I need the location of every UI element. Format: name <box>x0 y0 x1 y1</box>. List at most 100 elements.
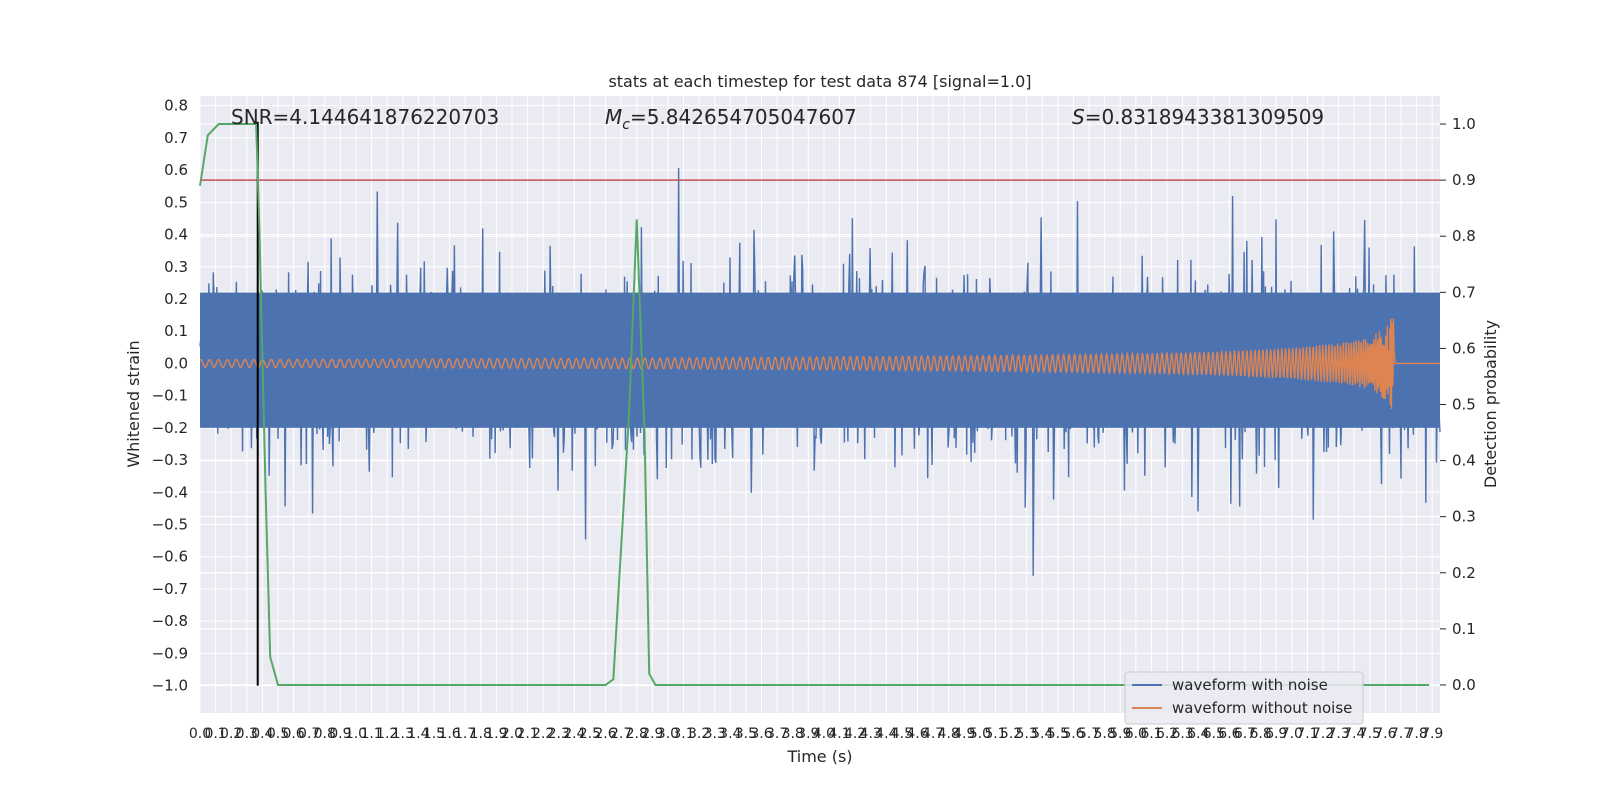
mc-value: =5.842654705047607 <box>630 105 857 129</box>
x-tick-label: 3.6 <box>750 726 772 742</box>
x-tick-label: 2.0 <box>501 726 523 742</box>
x-tick-label: 4.4 <box>875 726 897 742</box>
x-tick-label: 6.1 <box>1140 726 1162 742</box>
y-right-tick-label: 0.2 <box>1452 564 1476 582</box>
x-tick-label: 7.5 <box>1359 726 1381 742</box>
y-axis-label: Whitened strain <box>124 340 143 467</box>
x-tick-label: 5.9 <box>1109 726 1131 742</box>
mc-annotation: Mc=5.842654705047607 <box>605 105 857 133</box>
x-tick-label: 5.8 <box>1094 726 1116 742</box>
y-tick-label: 0.2 <box>164 290 188 308</box>
x-tick-label: 2.5 <box>579 726 601 742</box>
x-axis-label: Time (s) <box>786 747 852 766</box>
x-tick-label: 7.7 <box>1390 726 1412 742</box>
x-tick-label: 0.0 <box>189 726 211 742</box>
mc-symbol: M <box>605 105 622 129</box>
y-tick-label: −0.4 <box>152 483 188 501</box>
x-tick-label: 5.6 <box>1062 726 1084 742</box>
y-tick-label: −0.1 <box>152 387 188 405</box>
y-tick-label: 0.1 <box>164 322 188 340</box>
y-tick-label: −0.8 <box>152 612 188 630</box>
x-tick-label: 5.7 <box>1078 726 1100 742</box>
x-tick-label: 6.6 <box>1218 726 1240 742</box>
y-right-tick-label: 0.3 <box>1452 508 1476 526</box>
x-tick-label: 5.2 <box>1000 726 1022 742</box>
probability-trace <box>199 123 1430 686</box>
x-tick-label: 6.3 <box>1172 726 1194 742</box>
x-tick-label: 7.3 <box>1327 726 1349 742</box>
s-symbol: S <box>1072 105 1085 129</box>
x-tick-label: 1.1 <box>360 726 382 742</box>
legend-box <box>1124 671 1364 725</box>
x-tick-label: 0.3 <box>236 726 258 742</box>
mc-subscript: c <box>622 117 630 133</box>
x-tick-label: 0.5 <box>267 726 289 742</box>
x-tick-label: 3.7 <box>766 726 788 742</box>
x-tick-label: 2.3 <box>548 726 570 742</box>
y-axis-ticks: −1.0 −0.9 −0.8 −0.7 −0.6 −0.5 −0.4 −0.3 −0.2 −0.1… <box>152 97 188 695</box>
x-tick-label: 1.8 <box>470 726 492 742</box>
y-tick-label: 0.7 <box>164 129 188 147</box>
x-axis-ticks: 0.00.10.20.30.40.50.60.70.80.91.01.11.21… <box>189 726 1443 742</box>
legend: waveform with noise waveform without noi… <box>1124 671 1364 725</box>
x-tick-label: 2.8 <box>626 726 648 742</box>
x-tick-label: 4.2 <box>844 726 866 742</box>
x-tick-label: 3.4 <box>719 726 741 742</box>
x-tick-label: 3.8 <box>782 726 804 742</box>
x-tick-label: 6.9 <box>1265 726 1287 742</box>
x-tick-label: 6.2 <box>1156 726 1178 742</box>
x-tick-label: 6.0 <box>1125 726 1147 742</box>
y-right-tick-label: 0.9 <box>1452 171 1476 189</box>
x-tick-label: 4.1 <box>828 726 850 742</box>
y-right-tick-label: 0.5 <box>1452 396 1476 414</box>
x-tick-label: 4.7 <box>922 726 944 742</box>
y-tick-label: −0.2 <box>152 419 188 437</box>
x-tick-label: 7.9 <box>1421 726 1443 742</box>
x-tick-label: 3.2 <box>688 726 710 742</box>
y-right-tick-label: 0.8 <box>1452 227 1476 245</box>
x-tick-label: 3.3 <box>704 726 726 742</box>
x-tick-label: 4.0 <box>813 726 835 742</box>
x-tick-label: 7.2 <box>1312 726 1334 742</box>
x-tick-label: 7.6 <box>1374 726 1396 742</box>
s-value: =0.8318943381309509 <box>1085 105 1324 129</box>
y-tick-label: 0.8 <box>164 97 188 115</box>
y-axis-right-label: Detection probability <box>1481 320 1500 488</box>
x-tick-label: 0.1 <box>204 726 226 742</box>
x-tick-label: 0.7 <box>298 726 320 742</box>
y-tick-label: −0.7 <box>152 580 188 598</box>
x-tick-label: 1.2 <box>376 726 398 742</box>
x-tick-label: 3.0 <box>657 726 679 742</box>
x-tick-label: 2.7 <box>610 726 632 742</box>
x-tick-label: 6.7 <box>1234 726 1256 742</box>
x-tick-label: 4.6 <box>906 726 928 742</box>
x-tick-label: 7.1 <box>1296 726 1318 742</box>
x-tick-label: 1.9 <box>485 726 507 742</box>
x-tick-label: 2.6 <box>594 726 616 742</box>
x-tick-label: 4.8 <box>938 726 960 742</box>
x-tick-label: 4.3 <box>860 726 882 742</box>
y-tick-label: 0.6 <box>164 161 188 179</box>
x-tick-label: 1.6 <box>438 726 460 742</box>
x-tick-label: 1.3 <box>392 726 414 742</box>
chart-title: stats at each timestep for test data 874… <box>608 72 1031 91</box>
x-tick-label: 1.4 <box>407 726 429 742</box>
x-tick-label: 6.5 <box>1203 726 1225 742</box>
signal-trace <box>199 318 1440 409</box>
x-tick-label: 3.9 <box>797 726 819 742</box>
x-tick-label: 2.9 <box>641 726 663 742</box>
x-tick-label: 0.9 <box>329 726 351 742</box>
y-right-tick-label: 0.7 <box>1452 283 1476 301</box>
y-tick-label: −1.0 <box>152 677 188 695</box>
series-detection-probability <box>199 123 1430 686</box>
legend-label-signal: waveform without noise <box>1172 699 1352 717</box>
x-tick-label: 6.4 <box>1187 726 1209 742</box>
y-tick-label: 0.4 <box>164 226 188 244</box>
x-tick-label: 5.1 <box>984 726 1006 742</box>
x-tick-label: 6.8 <box>1249 726 1271 742</box>
x-tick-label: 5.5 <box>1047 726 1069 742</box>
s-annotation: S=0.8318943381309509 <box>1072 105 1324 129</box>
y-tick-label: −0.5 <box>152 516 188 534</box>
x-tick-label: 5.0 <box>969 726 991 742</box>
x-tick-label: 0.8 <box>314 726 336 742</box>
